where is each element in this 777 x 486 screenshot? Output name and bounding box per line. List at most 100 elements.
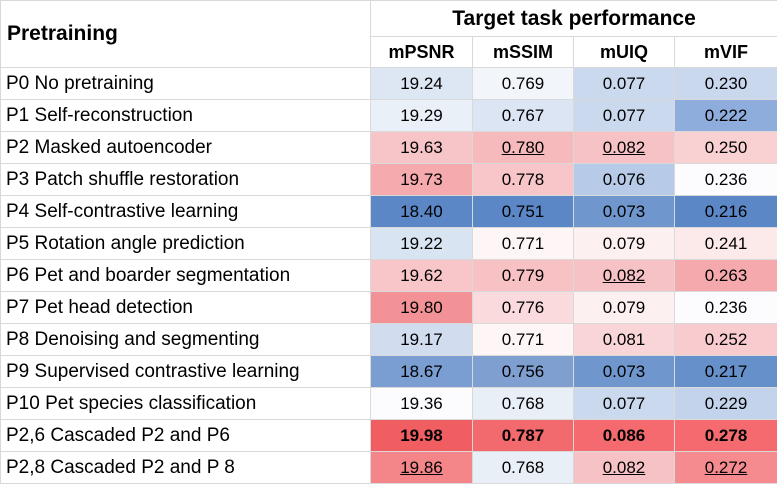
cell-mpsnr: 18.40 <box>370 195 473 228</box>
cell-value: 19.86 <box>400 457 443 477</box>
cell-mvif: 0.250 <box>673 131 777 164</box>
cell-value: 0.073 <box>602 361 646 381</box>
row-label: P4 Self-contrastive learning <box>0 195 371 228</box>
cell-value: 0.241 <box>704 233 748 253</box>
header-row-metrics: mPSNR mSSIM mUIQ mVIF <box>1 36 777 68</box>
cell-value: 0.278 <box>704 425 748 445</box>
cell-mvif: 0.278 <box>673 419 777 452</box>
cell-mssim: 0.769 <box>472 67 574 100</box>
cell-mpsnr: 19.22 <box>370 227 473 260</box>
row-label: P2 Masked autoencoder <box>0 131 371 164</box>
cell-value: 0.229 <box>704 393 748 413</box>
row-label: P2,6 Cascaded P2 and P6 <box>0 419 371 452</box>
cell-value: 0.216 <box>704 201 748 221</box>
table-row: P10 Pet species classification 19.36 0.768… <box>0 387 777 420</box>
cell-value: 0.077 <box>602 105 646 125</box>
cell-mpsnr: 19.86 <box>370 451 473 484</box>
cell-value: 19.73 <box>400 169 443 189</box>
cell-mssim: 0.767 <box>472 99 574 132</box>
cell-value: 0.771 <box>501 233 545 253</box>
cell-value: 0.086 <box>602 425 646 445</box>
table-row: P0 No pretraining 19.24 0.769 0.077 0.230 <box>0 67 777 100</box>
cell-value: 0.767 <box>501 105 545 125</box>
cell-mpsnr: 19.73 <box>370 163 473 196</box>
cell-value: 19.36 <box>400 393 443 413</box>
cell-muiq: 0.076 <box>573 163 675 196</box>
row-label: P9 Supervised contrastive learning <box>0 355 371 388</box>
table-row: P1 Self-reconstruction 19.29 0.767 0.077 0.2… <box>0 99 777 132</box>
cell-muiq: 0.073 <box>573 355 675 388</box>
cell-value: 0.778 <box>501 169 545 189</box>
cell-value: 0.756 <box>501 361 545 381</box>
cell-muiq: 0.079 <box>573 291 675 324</box>
target-task-performance-header: Target task performance <box>369 0 777 37</box>
cell-mssim: 0.768 <box>472 451 574 484</box>
cell-value: 0.252 <box>704 329 748 349</box>
table-row: P5 Rotation angle prediction 19.22 0.771 0.… <box>0 227 777 260</box>
cell-value: 19.24 <box>400 73 443 93</box>
cell-value: 19.63 <box>400 137 443 157</box>
cell-mvif: 0.229 <box>673 387 777 420</box>
cell-mpsnr: 18.67 <box>370 355 473 388</box>
row-label: P0 No pretraining <box>0 67 371 100</box>
cell-value: 0.082 <box>602 457 646 477</box>
row-label: P2,8 Cascaded P2 and P 8 <box>0 451 371 484</box>
row-label: P1 Self-reconstruction <box>0 99 371 132</box>
cell-value: 0.082 <box>602 265 646 285</box>
cell-value: 0.236 <box>704 169 748 189</box>
cell-value: 0.250 <box>704 137 748 157</box>
cell-mssim: 0.768 <box>472 387 574 420</box>
cell-mvif: 0.236 <box>673 163 777 196</box>
cell-value: 0.779 <box>501 265 545 285</box>
table-row: P8 Denoising and segmenting 19.17 0.771 0.0… <box>0 323 777 356</box>
cell-mssim: 0.779 <box>472 259 574 292</box>
metric-header-mvif: mVIF <box>673 36 777 68</box>
cell-value: 0.077 <box>602 393 646 413</box>
cell-mvif: 0.217 <box>673 355 777 388</box>
cell-muiq: 0.082 <box>573 131 675 164</box>
cell-muiq: 0.073 <box>573 195 675 228</box>
cell-value: 0.073 <box>602 201 646 221</box>
cell-muiq: 0.082 <box>573 451 675 484</box>
cell-value: 0.217 <box>704 361 748 381</box>
cell-value: 0.222 <box>704 105 748 125</box>
row-label: P3 Patch shuffle restoration <box>0 163 371 196</box>
cell-mssim: 0.778 <box>472 163 574 196</box>
cell-value: 18.40 <box>400 201 443 221</box>
cell-mpsnr: 19.62 <box>370 259 473 292</box>
cell-value: 18.67 <box>400 361 443 381</box>
table-row: P9 Supervised contrastive learning 18.67 0… <box>0 355 777 388</box>
cell-value: 0.230 <box>704 73 748 93</box>
cell-mssim: 0.756 <box>472 355 574 388</box>
cell-value: 19.22 <box>400 233 443 253</box>
table-row: P2,6 Cascaded P2 and P6 19.98 0.787 0.086 0.… <box>0 419 777 452</box>
table-row: P6 Pet and boarder segmentation 19.62 0.77… <box>0 259 777 292</box>
cell-value: 0.776 <box>501 297 545 317</box>
row-label: P7 Pet head detection <box>0 291 371 324</box>
metric-header-mssim: mSSIM <box>472 36 574 68</box>
table-row: P2,8 Cascaded P2 and P 8 19.86 0.768 0.082 0… <box>0 451 777 484</box>
cell-value: 0.787 <box>501 425 545 445</box>
cell-mvif: 0.230 <box>673 67 777 100</box>
cell-muiq: 0.086 <box>573 419 675 452</box>
cell-mssim: 0.771 <box>472 227 574 260</box>
table-row: P7 Pet head detection 19.80 0.776 0.079 0.23… <box>0 291 777 324</box>
cell-mvif: 0.272 <box>673 451 777 484</box>
cell-mvif: 0.263 <box>673 259 777 292</box>
row-label: P8 Denoising and segmenting <box>0 323 371 356</box>
cell-mvif: 0.252 <box>673 323 777 356</box>
cell-mpsnr: 19.29 <box>370 99 473 132</box>
cell-value: 0.768 <box>501 393 545 413</box>
table-row: P3 Patch shuffle restoration 19.73 0.778 0.… <box>0 163 777 196</box>
cell-value: 0.081 <box>602 329 646 349</box>
cell-mssim: 0.780 <box>472 131 574 164</box>
cell-muiq: 0.077 <box>573 99 675 132</box>
cell-mpsnr: 19.24 <box>370 67 473 100</box>
cell-value: 0.236 <box>704 297 748 317</box>
cell-muiq: 0.082 <box>573 259 675 292</box>
table-row: P2 Masked autoencoder 19.63 0.780 0.082 0.25… <box>0 131 777 164</box>
cell-value: 0.780 <box>501 137 545 157</box>
cell-mpsnr: 19.36 <box>370 387 473 420</box>
cell-value: 0.077 <box>602 73 646 93</box>
